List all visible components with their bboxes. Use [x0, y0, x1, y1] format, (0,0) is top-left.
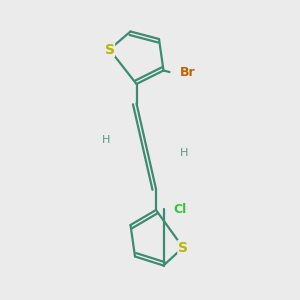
Text: Cl: Cl [173, 203, 187, 216]
Text: H: H [102, 135, 110, 145]
Text: S: S [104, 43, 115, 56]
Text: H: H [179, 148, 188, 158]
Text: S: S [178, 241, 188, 254]
Text: Br: Br [180, 66, 196, 79]
